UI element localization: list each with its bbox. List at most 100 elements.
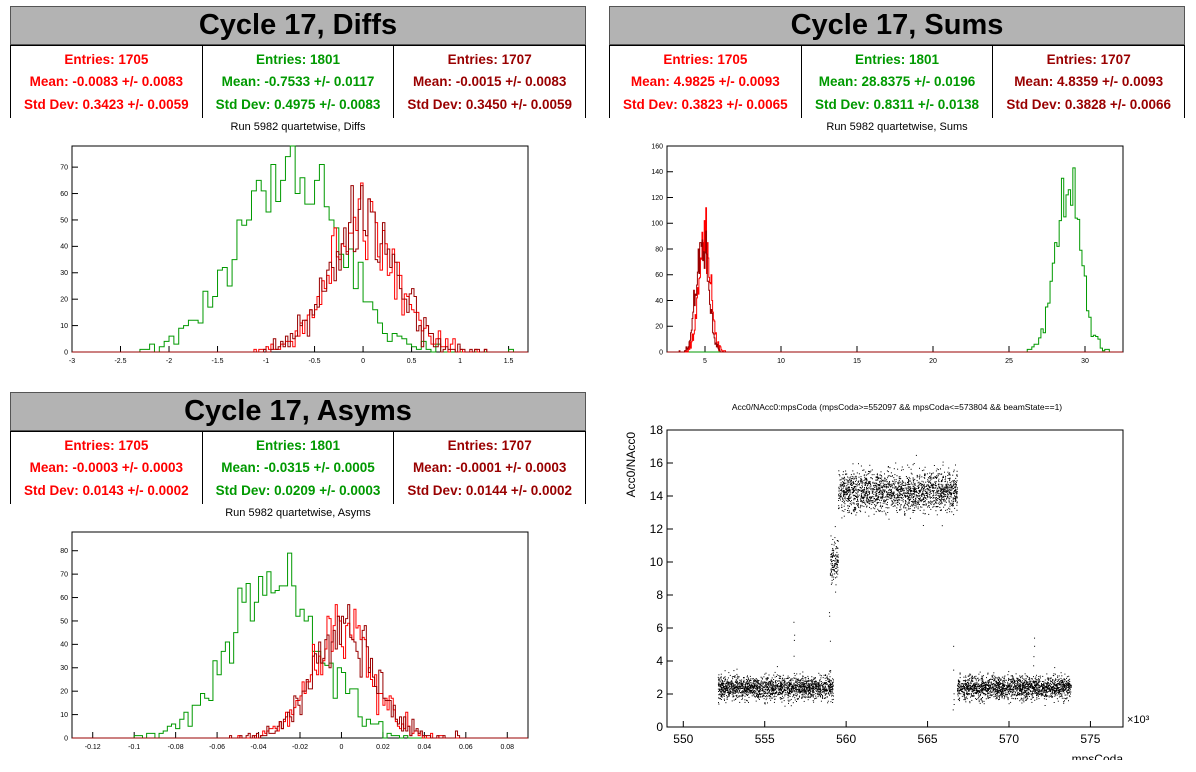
scatter-point [864, 501, 866, 503]
scatter-point [824, 682, 826, 683]
scatter-point [795, 685, 796, 687]
scatter-point [924, 466, 926, 468]
scatter-point [844, 491, 846, 493]
scatter-point [936, 491, 937, 493]
scatter-point [948, 494, 950, 496]
scatter-point [936, 468, 938, 470]
scatter-point [823, 674, 825, 676]
scatter-point [850, 478, 852, 480]
scatter-point [737, 686, 738, 688]
scatter-point [863, 500, 865, 502]
scatter-point [1008, 678, 1009, 680]
scatter-point [895, 497, 897, 499]
asyms-title: Cycle 17, Asyms [10, 392, 586, 431]
scatter-point [771, 694, 773, 696]
scatter-point [933, 500, 935, 502]
scatter-point [775, 688, 777, 690]
scatter-point [883, 485, 885, 487]
scatter-point [842, 474, 844, 476]
scatter-point [819, 693, 821, 695]
scatter-point [838, 474, 840, 475]
scatter-point [719, 693, 721, 695]
scatter-point [877, 489, 879, 491]
scatter-point [830, 679, 832, 681]
scatter-point [787, 695, 789, 697]
scatter-point [853, 499, 855, 501]
scatter-point [817, 693, 819, 695]
scatter-point [812, 680, 814, 682]
scatter-point [857, 501, 859, 503]
scatter-point [955, 499, 957, 501]
scatter-point [1044, 682, 1046, 684]
scatter-point [879, 506, 881, 507]
scatter-point [926, 484, 928, 486]
scatter-point [874, 508, 876, 510]
scatter-point [895, 500, 897, 502]
scatter-point [894, 495, 896, 497]
scatter-point [937, 469, 939, 471]
sums-title: Cycle 17, Sums [609, 6, 1185, 45]
scatter-point [740, 685, 742, 687]
scatter-point [718, 703, 720, 705]
scatter-point [764, 689, 766, 691]
scatter-point [917, 501, 918, 503]
histogram-series-2 [667, 230, 1123, 353]
scatter-point [779, 676, 781, 678]
scatter-point [1012, 679, 1014, 681]
scatter-point [792, 690, 794, 691]
scatter-point [807, 685, 809, 687]
scatter-point [718, 682, 720, 684]
scatter-point [874, 501, 876, 503]
scatter-point [773, 690, 775, 692]
scatter-point [830, 535, 832, 537]
scatter-point [927, 501, 929, 503]
scatter-point [959, 684, 961, 686]
scatter-point [1020, 689, 1021, 691]
scatter-point [836, 571, 838, 573]
scatter-point [718, 679, 720, 680]
scatter-point [955, 497, 956, 499]
scatter-point [1025, 681, 1027, 683]
scatter-point [989, 695, 991, 697]
scatter-point [786, 683, 788, 685]
scatter-point [817, 686, 819, 688]
scatter-point [885, 512, 887, 514]
scatter-point [728, 691, 729, 693]
scatter-point [1038, 689, 1040, 691]
scatter-point [861, 480, 862, 482]
scatter-point [980, 679, 982, 681]
scatter-point [872, 490, 874, 492]
scatter-point [940, 495, 942, 497]
scatter-point [870, 477, 872, 479]
scatter-point [1052, 689, 1054, 691]
scatter-point [863, 494, 865, 496]
scatter-point [773, 693, 775, 694]
scatter-point [790, 705, 792, 707]
scatter-point [870, 497, 872, 499]
scatter-point [780, 688, 782, 690]
scatter-point [747, 682, 749, 684]
scatter-point [739, 701, 741, 703]
scatter-point [797, 691, 799, 693]
scatter-point [836, 562, 838, 564]
scatter-point [859, 489, 861, 491]
scatter-point [763, 695, 765, 697]
scatter-point [953, 514, 955, 516]
scatter-point [930, 493, 932, 494]
scatter-point [842, 491, 844, 493]
scatter-point [893, 491, 895, 493]
scatter-point [929, 502, 931, 504]
scatter-point [775, 687, 777, 689]
scatter-point [941, 495, 943, 497]
scatter-point [950, 502, 952, 504]
scatter-point [756, 694, 758, 696]
scatter-point [1017, 679, 1019, 681]
scatter-point [1053, 681, 1055, 683]
mean-label: Mean: 4.8359 +/- 0.0093 [1014, 74, 1164, 90]
scatter-point [855, 476, 857, 478]
scatter-point [944, 487, 946, 489]
scatter-point [956, 487, 958, 489]
scatter-point [836, 551, 838, 553]
scatter-point [863, 502, 865, 503]
scatter-point [765, 691, 767, 693]
